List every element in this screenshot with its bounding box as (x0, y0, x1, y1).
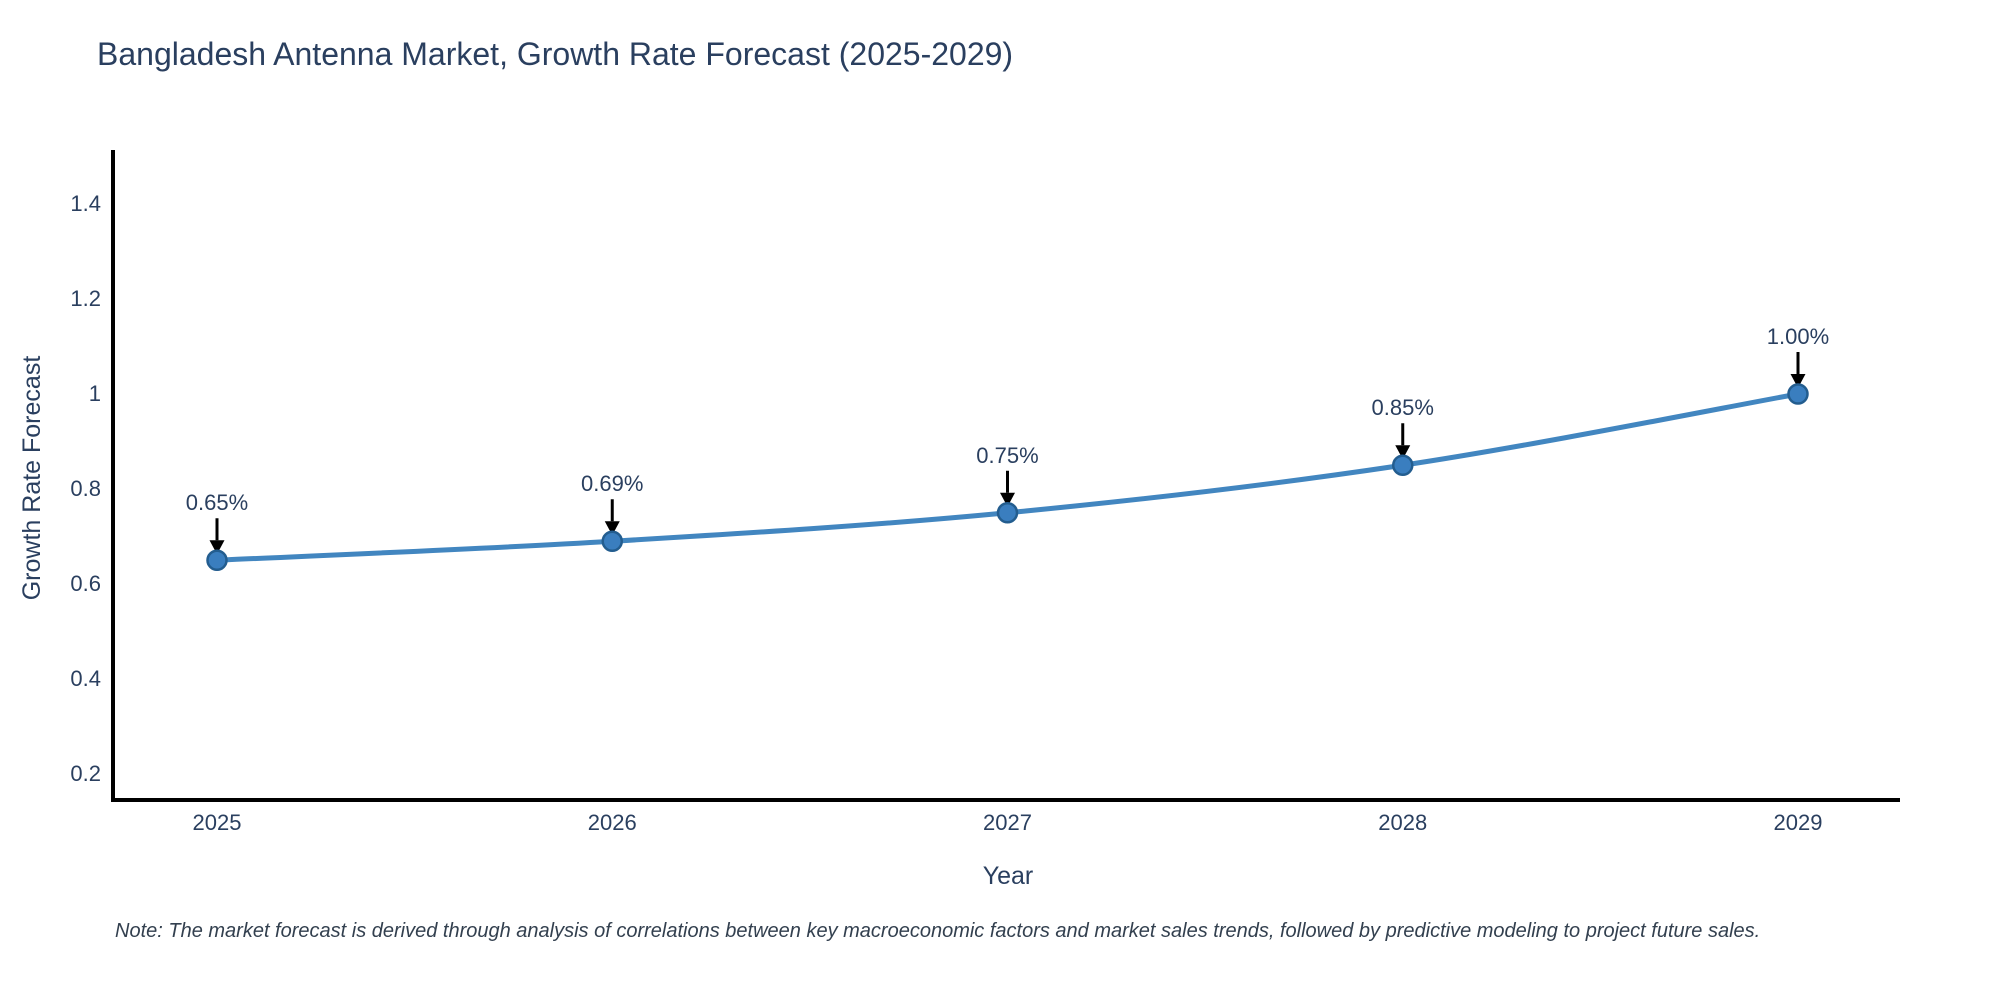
x-tick-label: 2028 (1378, 810, 1428, 835)
data-point-marker[interactable] (1392, 454, 1414, 476)
axes (111, 150, 1900, 802)
point-annotation-label: 0.69% (581, 471, 644, 497)
annotation-arrowhead-icon (209, 540, 225, 555)
x-tick-label: 2027 (983, 810, 1032, 835)
y-axis-title: Growth Rate Forecast (18, 356, 46, 601)
y-tick-label: 0.6 (70, 571, 101, 596)
data-point-marker[interactable] (1787, 383, 1809, 405)
x-tick-label: 2026 (587, 810, 637, 835)
data-point-marker[interactable] (996, 502, 1019, 524)
annotation-arrowhead-icon (1000, 492, 1015, 507)
y-tick-label: 0.8 (70, 476, 101, 501)
point-annotation-label: 0.65% (185, 490, 249, 516)
annotation-arrowhead-icon (1790, 374, 1806, 388)
markers-group (206, 383, 1809, 571)
point-annotation-label: 1.00% (1766, 324, 1830, 349)
data-point-marker[interactable] (601, 530, 623, 552)
y-tick-label: 0.4 (70, 666, 101, 691)
y-tick-label: 1.2 (70, 286, 101, 311)
annotation-arrows-group (209, 352, 1806, 555)
chart-title: Bangladesh Antenna Market, Growth Rate F… (97, 36, 1014, 72)
y-tick-label: 1 (88, 381, 101, 406)
data-point-marker[interactable] (206, 549, 228, 571)
point-annotation-label: 0.75% (976, 442, 1039, 468)
x-axis-title: Year (982, 862, 1034, 890)
footnote: Note: The market forecast is derived thr… (115, 920, 1761, 942)
point-annotation-label: 0.85% (1371, 395, 1434, 421)
x-tick-label: 2029 (1773, 810, 1823, 835)
annotation-arrowhead-icon (1395, 445, 1411, 460)
y-tick-label: 0.2 (70, 761, 101, 786)
x-tick-label: 2025 (192, 810, 242, 835)
y-tick-label: 1.4 (70, 191, 101, 216)
annotation-arrowhead-icon (604, 521, 620, 536)
